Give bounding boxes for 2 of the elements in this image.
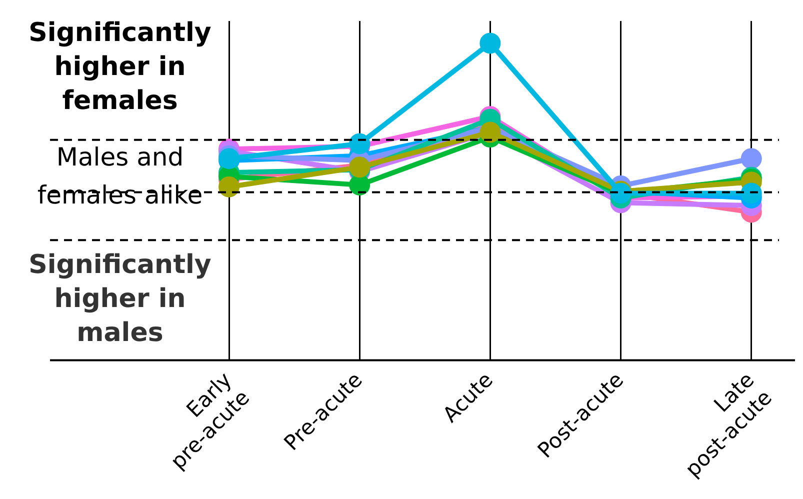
annotation: Significantly higher in females: [28, 18, 212, 116]
annotation: Significantly higher in males: [28, 250, 212, 348]
